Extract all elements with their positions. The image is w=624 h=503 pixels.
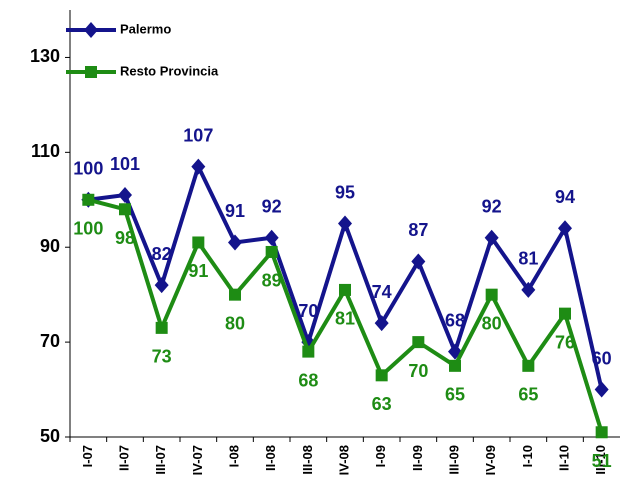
point [449,359,461,372]
point [119,203,131,216]
data-label: 107 [183,125,213,145]
data-label: 82 [152,244,172,264]
y-tick-label: 50 [40,426,60,446]
x-tick-label: IV-07 [190,445,205,475]
point [228,234,242,251]
x-tick-label: II-10 [556,445,571,471]
x-tick-label: II-09 [410,445,425,471]
data-label: 65 [445,385,465,405]
data-label: 76 [555,332,575,352]
data-label: 100 [73,159,103,179]
data-label: 73 [152,347,172,367]
point [522,359,535,372]
data-label: 89 [262,271,282,291]
x-tick-label: III-09 [446,445,461,475]
data-label: 81 [518,249,538,269]
data-label: 70 [408,361,428,381]
data-label: 80 [482,313,502,333]
data-label: 70 [298,301,318,321]
point [521,281,536,298]
legend-label: Palermo [120,21,171,36]
point [484,229,499,246]
point [412,336,425,349]
data-label: 63 [372,394,392,414]
data-label: 65 [518,385,538,405]
data-label: 91 [188,261,208,281]
point [155,321,168,334]
data-label: 91 [225,201,245,221]
data-label: 60 [592,348,612,368]
point [411,253,426,270]
point [192,236,205,249]
y-tick-label: 70 [40,331,60,351]
x-tick-label: III-08 [300,445,315,475]
point [485,288,498,301]
data-label: 100 [73,219,103,239]
data-label: 81 [335,309,355,329]
point [118,187,132,204]
x-tick-label: III-10 [593,445,608,475]
y-tick-label: 90 [40,236,60,256]
data-label: 74 [372,282,392,302]
data-label: 98 [115,228,135,248]
legend-label: Resto Provincia [120,63,219,78]
x-tick-label: II-08 [263,445,278,471]
point [374,315,389,332]
x-tick-label: IV-08 [336,445,351,475]
x-tick-label: IV-09 [483,445,498,475]
x-tick-label: I-07 [80,445,95,467]
data-label: 68 [298,370,318,390]
legend-marker [84,22,98,38]
point [339,283,351,296]
x-tick-label: I-08 [226,445,241,467]
data-label: 68 [445,310,465,330]
point [82,193,95,206]
point [264,229,279,246]
point [559,307,571,320]
data-label: 92 [262,196,282,216]
point [595,426,608,439]
data-label: 95 [335,182,355,202]
data-label: 87 [408,220,428,240]
point [265,245,278,258]
point [302,345,315,358]
y-tick-label: 110 [31,141,60,161]
point [594,381,609,398]
point [191,158,206,175]
point [338,215,352,232]
x-tick-label: I-10 [520,445,535,467]
legend-marker [85,66,97,78]
data-label: 94 [555,187,575,207]
data-label: 51 [592,451,612,471]
data-label: 101 [110,154,140,174]
point [154,277,169,294]
point [375,369,388,382]
data-label: 92 [482,196,502,216]
data-label: 80 [225,313,245,333]
x-tick-label: III-07 [153,445,168,475]
point [558,220,572,237]
x-tick-label: I-09 [373,445,388,467]
point [229,288,241,301]
x-tick-label: II-07 [116,445,131,471]
y-tick-label: 130 [30,46,60,66]
